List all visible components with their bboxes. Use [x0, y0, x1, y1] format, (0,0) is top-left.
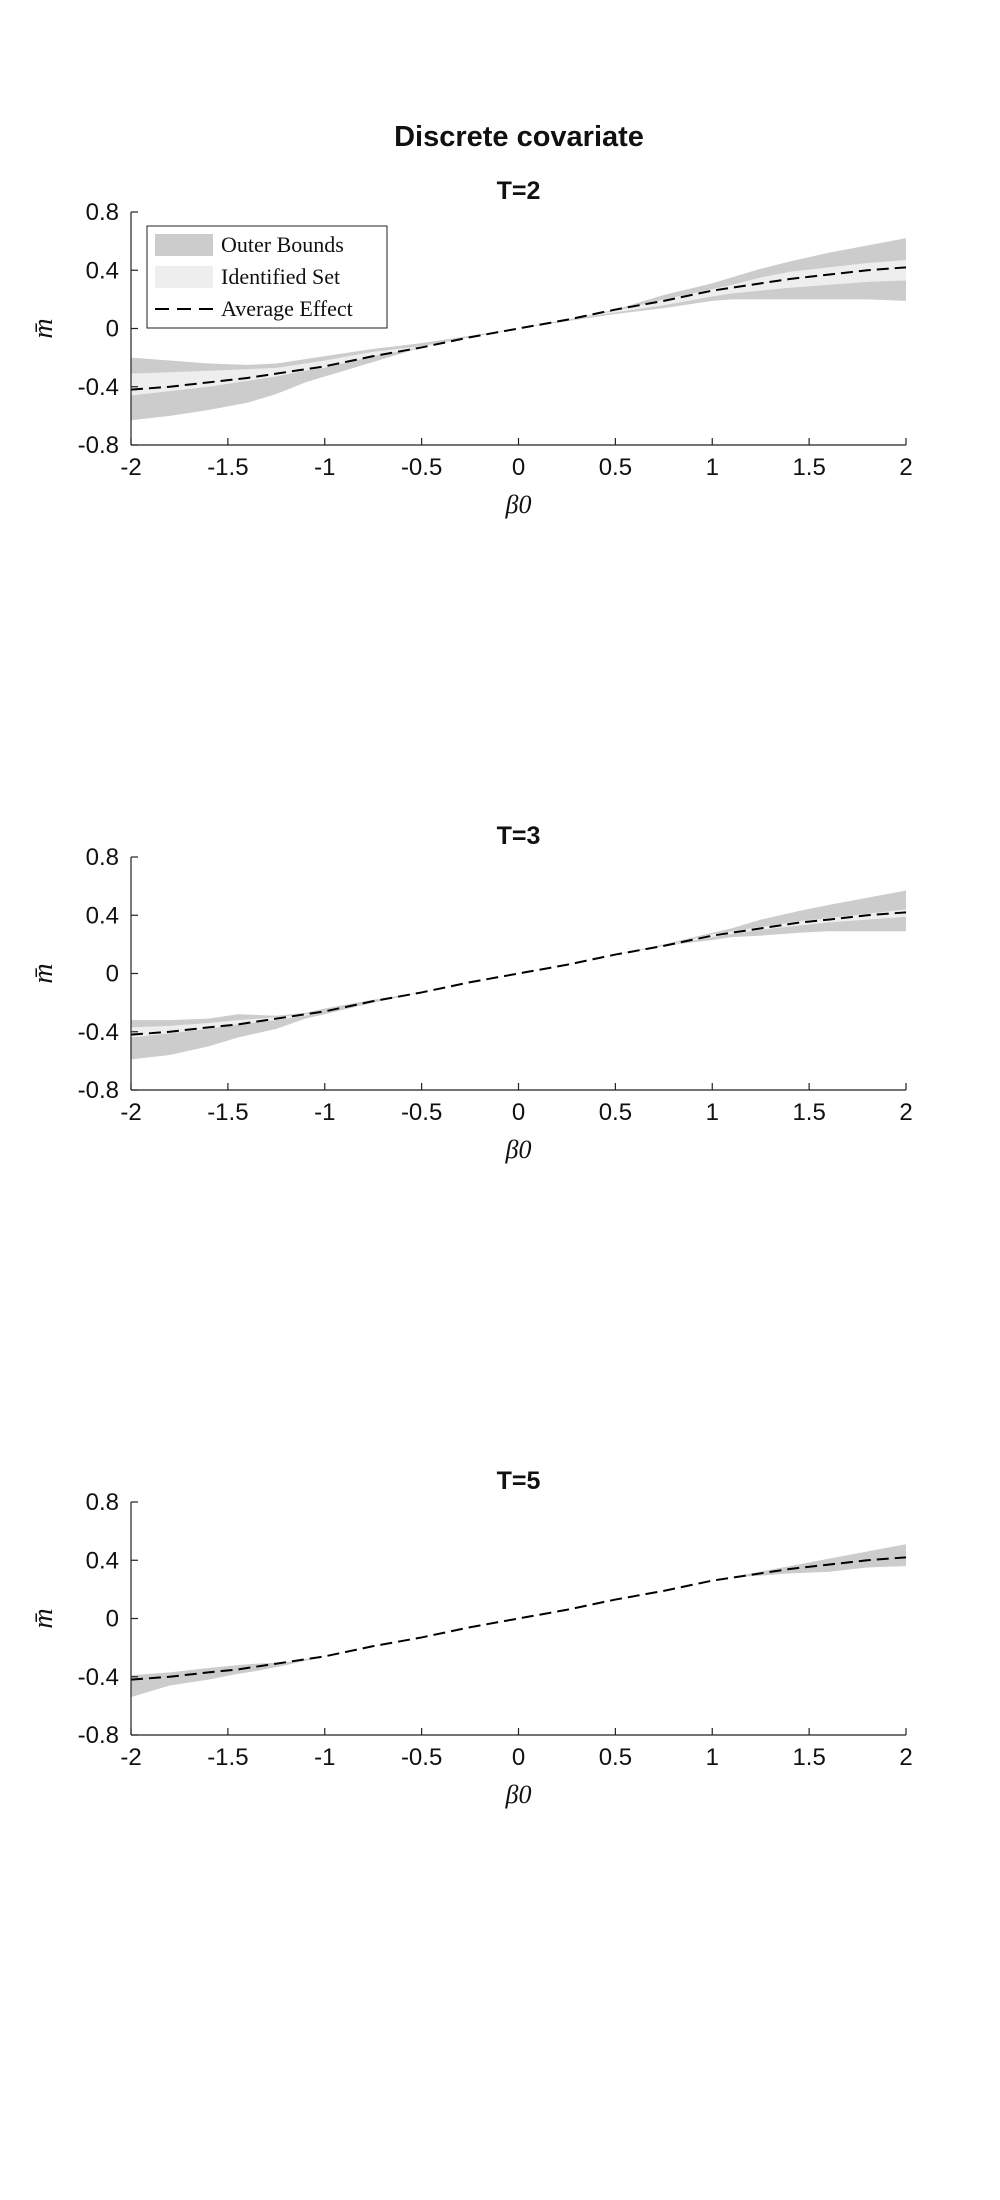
y-tick-label: 0.8: [86, 199, 119, 226]
chart-panel-2: T=3 -2 -1.5 -1 -0.5 0 0.5 1 1.5 2 -0.8 -0.4 0 0.4 0.8 β…: [28, 822, 913, 1164]
x-tick-label: 0.5: [599, 1099, 632, 1126]
y-axis-label: m̄: [28, 1608, 59, 1628]
x-tick-label: 1: [706, 454, 719, 481]
x-tick-label: -1: [314, 1744, 335, 1771]
x-tick-label: -2: [120, 1099, 141, 1126]
y-tick-label: -0.4: [78, 374, 119, 401]
y-tick-label: -0.4: [78, 1019, 119, 1046]
x-tick-label: -1.5: [207, 1099, 248, 1126]
legend-average-label: Average Effect: [221, 296, 353, 321]
x-tick-label: 2: [899, 1744, 912, 1771]
panel-title: T=5: [497, 1467, 541, 1495]
y-tick-label: 0.8: [86, 844, 119, 871]
legend-outer-label: Outer Bounds: [221, 232, 344, 257]
outer-bounds-band: [131, 238, 906, 421]
x-tick-label: -1.5: [207, 454, 248, 481]
legend-identified-swatch: [155, 266, 213, 288]
y-tick-label: -0.8: [78, 432, 119, 459]
legend-identified-label: Identified Set: [221, 264, 340, 289]
x-tick-label: -0.5: [401, 1744, 442, 1771]
y-tick-label: 0: [106, 316, 119, 343]
legend-outer-swatch: [155, 234, 213, 256]
y-tick-label: 0.4: [86, 902, 119, 929]
y-tick-label: -0.8: [78, 1722, 119, 1749]
y-tick-label: 0: [106, 1606, 119, 1633]
figure-title: Discrete covariate: [394, 121, 644, 153]
legend: Outer Bounds Identified Set Average Effect: [146, 225, 388, 329]
x-tick-label: 0.5: [599, 454, 632, 481]
y-tick-label: 0.8: [86, 1489, 119, 1516]
panel-title: T=2: [497, 177, 541, 205]
chart-panel-1: T=2 -2 -1.5 -1 -0.5 0 0.5 1 1.5 2 -0.8 -0.4 0 0.4 0.8 β…: [28, 177, 913, 519]
y-axis-label: m̄: [28, 963, 59, 983]
x-axis-label: β0: [505, 1135, 532, 1164]
x-tick-label: 1.5: [792, 1744, 825, 1771]
x-tick-label: -0.5: [401, 1099, 442, 1126]
outer-bounds-band: [131, 890, 906, 1060]
x-tick-label: -0.5: [401, 454, 442, 481]
y-tick-label: -0.8: [78, 1077, 119, 1104]
y-tick-label: 0.4: [86, 1547, 119, 1574]
y-tick-label: 0: [106, 961, 119, 988]
x-tick-label: 2: [899, 1099, 912, 1126]
identified-set-band: [131, 909, 906, 1038]
x-tick-label: 0: [512, 454, 525, 481]
outer-bounds-band: [131, 1544, 906, 1698]
average-effect-line: [130, 266, 907, 391]
x-tick-label: 1: [706, 1099, 719, 1126]
x-axis-label: β0: [505, 1780, 532, 1809]
y-tick-label: -0.4: [78, 1664, 119, 1691]
chart-panel-3: T=5 -2 -1.5 -1 -0.5 0 0.5 1 1.5 2 -0.8 -0.4 0 0.4 0.8 β…: [28, 1467, 913, 1809]
x-tick-label: -1.5: [207, 1744, 248, 1771]
y-axis-label: m̄: [28, 318, 59, 338]
x-tick-label: 2: [899, 454, 912, 481]
average-effect-line: [130, 1556, 907, 1681]
x-tick-label: 1.5: [792, 454, 825, 481]
panel-title: T=3: [497, 822, 541, 850]
x-tick-label: -2: [120, 1744, 141, 1771]
x-axis-label: β0: [505, 490, 532, 519]
x-tick-label: 0: [512, 1744, 525, 1771]
x-tick-label: -1: [314, 1099, 335, 1126]
x-tick-label: -2: [120, 454, 141, 481]
x-tick-label: 0.5: [599, 1744, 632, 1771]
x-tick-label: 0: [512, 1099, 525, 1126]
x-tick-label: 1: [706, 1744, 719, 1771]
identified-set-band: [131, 260, 906, 396]
x-tick-label: -1: [314, 454, 335, 481]
x-tick-label: 1.5: [792, 1099, 825, 1126]
y-tick-label: 0.4: [86, 257, 119, 284]
